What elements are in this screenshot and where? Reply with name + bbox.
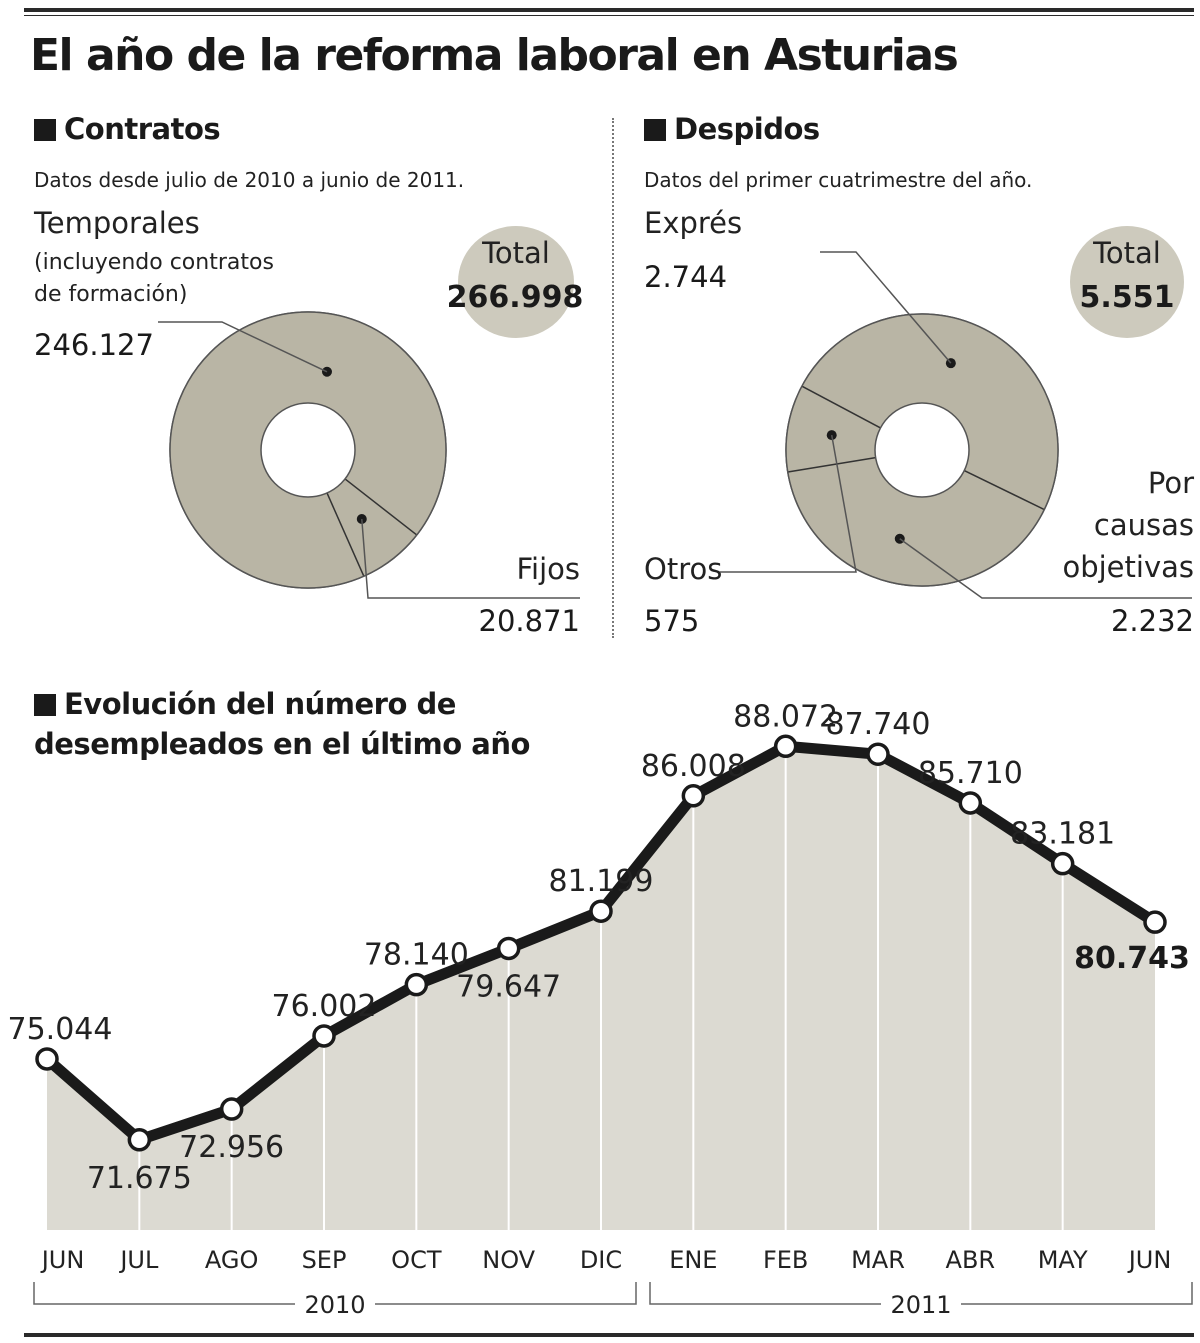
despidos-total-value: 5.551 (1079, 280, 1175, 315)
temporales-sublabel-2: de formación) (34, 282, 188, 307)
despidos-donut-callout-line-1 (899, 538, 1192, 599)
year-2010-label-bg (295, 1290, 375, 1318)
despidos-heading: Despidos (644, 112, 820, 146)
contratos-donut-callout-line-0 (158, 321, 328, 373)
despidos-total-circle (1070, 226, 1184, 338)
x-tick-label-12: JUN (1127, 1246, 1172, 1274)
evolucion-heading-line2: desempleados en el último año (34, 727, 530, 761)
contratos-donut-outline (169, 311, 447, 589)
value-label-12: 80.743 (1074, 941, 1190, 976)
square-bullet-icon (34, 694, 56, 716)
value-label-10: 85.710 (918, 756, 1023, 791)
expres-label: Exprés (644, 206, 743, 240)
x-tick-label-10: ABR (946, 1246, 996, 1274)
top-rule (24, 8, 1194, 12)
x-tick-label-5: NOV (482, 1246, 535, 1274)
data-point-11 (1050, 851, 1075, 876)
contratos-total-label: Total (482, 236, 550, 270)
square-bullet-icon (34, 119, 56, 141)
year-2010-label: 2010 (304, 1291, 365, 1319)
bottom-rule (24, 1333, 1194, 1337)
despidos-donut-hole (874, 402, 970, 498)
contratos-note: Datos desde julio de 2010 a junio de 201… (34, 168, 465, 192)
x-tick-label-2: AGO (205, 1246, 258, 1274)
data-point-7 (681, 784, 706, 808)
data-point-12 (1143, 910, 1167, 934)
value-label-11: 83.181 (1010, 817, 1115, 852)
x-tick-label-0: JUN (40, 1246, 85, 1274)
year-2011-label-bg (881, 1290, 961, 1318)
despidos-donut-outline (785, 313, 1059, 587)
contratos-heading-text: Contratos (64, 112, 221, 146)
value-label-9: 87.740 (826, 707, 931, 742)
fijos-value: 20.871 (478, 604, 580, 638)
contratos-donut-hole (260, 402, 356, 498)
value-label-8: 88.072 (733, 699, 838, 734)
top-rule-thin (24, 15, 1194, 16)
objetivas-value: 2.232 (1110, 604, 1194, 638)
x-tick-label-7: ENE (669, 1246, 717, 1274)
despidos-donut-callout-line-0 (820, 251, 952, 364)
despidos-total-label: Total (1093, 236, 1161, 270)
temporales-value: 246.127 (34, 328, 154, 362)
contratos-donut-slice-divider-0 (326, 492, 365, 577)
x-tick-label-4: OCT (391, 1246, 442, 1274)
data-point-6 (589, 899, 613, 923)
temporales-sublabel-1: (incluyendo contratos (34, 250, 274, 275)
main-title: El año de la reforma laboral en Asturias (30, 30, 959, 81)
otros-value: 575 (644, 604, 700, 638)
section-divider (612, 118, 614, 638)
value-label-7: 86.008 (641, 749, 746, 784)
despidos-donut-slice-divider-1 (963, 469, 1045, 511)
fijos-label: Fijos (516, 552, 580, 586)
value-label-4: 78.140 (364, 938, 469, 973)
x-tick-label-3: SEP (302, 1246, 347, 1274)
data-point-2 (219, 1097, 244, 1121)
contratos-donut-callout-line-1 (361, 518, 580, 599)
x-tick-label-8: FEB (763, 1246, 808, 1274)
evolucion-heading-line1: Evolución del número de (64, 687, 456, 721)
contratos-total-value: 266.998 (446, 280, 584, 315)
contratos-donut-slice-divider-1 (344, 478, 418, 536)
data-point-1 (127, 1128, 152, 1152)
value-label-5: 79.647 (456, 969, 561, 1004)
data-point-3 (312, 1024, 336, 1048)
expres-value: 2.744 (644, 260, 728, 294)
x-tick-label-1: JUL (118, 1246, 159, 1274)
value-label-3: 76.002 (272, 989, 377, 1024)
square-bullet-icon (644, 119, 666, 141)
objetivas-label-1: Por (1147, 466, 1194, 500)
x-tick-label-6: DIC (580, 1246, 622, 1274)
evolucion-heading: Evolución del número de desempleados en … (34, 684, 530, 764)
despidos-note: Datos del primer cuatrimestre del año. (644, 168, 1033, 192)
year-2011-label: 2011 (890, 1291, 951, 1319)
objetivas-label-3: objetivas (1062, 550, 1194, 584)
data-point-5 (496, 936, 521, 961)
data-point-4 (404, 972, 429, 997)
data-point-9 (866, 742, 890, 766)
value-label-1: 71.675 (87, 1161, 192, 1196)
x-tick-label-11: MAY (1038, 1246, 1088, 1274)
x-tick-label-9: MAR (851, 1246, 905, 1274)
data-point-0 (35, 1047, 59, 1071)
despidos-donut-slice-divider-0 (801, 385, 881, 429)
objetivas-label-2: causas (1093, 508, 1194, 542)
data-point-8 (773, 734, 798, 759)
data-point-10 (958, 791, 983, 815)
value-label-0: 75.044 (8, 1012, 113, 1047)
value-label-2: 72.956 (179, 1130, 284, 1165)
despidos-heading-text: Despidos (674, 112, 820, 146)
despidos-donut-slice-divider-2 (787, 456, 876, 473)
value-label-6: 81.199 (549, 864, 654, 899)
temporales-label: Temporales (34, 206, 200, 240)
contratos-heading: Contratos (34, 112, 221, 146)
contratos-total-circle (458, 226, 574, 338)
despidos-donut-callout-line-2 (720, 434, 857, 573)
otros-label: Otros (644, 552, 723, 586)
